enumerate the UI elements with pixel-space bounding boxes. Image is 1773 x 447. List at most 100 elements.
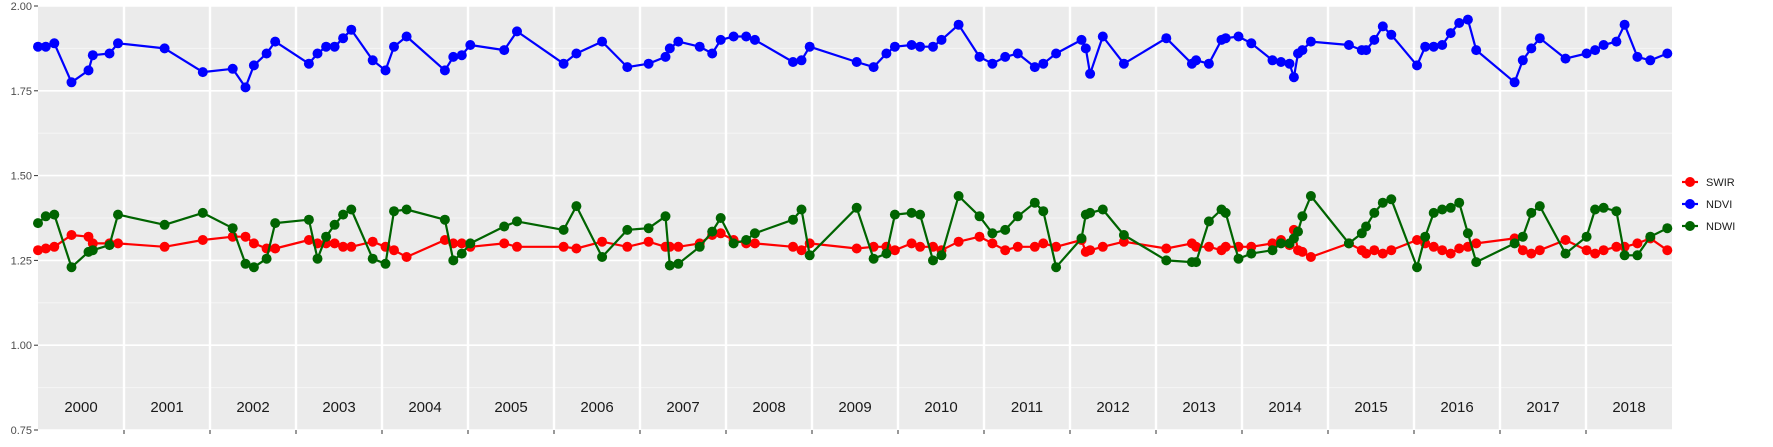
point-ndvi <box>660 51 671 62</box>
point-ndwi <box>104 240 115 251</box>
year-label: 2017 <box>1526 399 1559 416</box>
point-ndvi <box>1343 40 1354 50</box>
point-swir <box>1534 245 1545 256</box>
point-ndwi <box>1343 238 1354 249</box>
point-swir <box>1412 235 1422 245</box>
point-swir <box>329 238 340 249</box>
point-swir <box>1560 235 1571 245</box>
point-swir <box>597 236 608 247</box>
point-ndwi <box>694 241 705 252</box>
point-ndvi <box>448 51 459 62</box>
point-swir <box>987 238 998 249</box>
year-label: 2011 <box>1011 399 1043 416</box>
point-ndwi <box>643 223 654 234</box>
point-ndvi <box>1080 43 1091 54</box>
point-ndwi <box>465 238 476 249</box>
point-ndvi <box>851 57 862 67</box>
point-ndwi <box>439 214 450 225</box>
point-swir <box>1097 241 1108 252</box>
point-ndwi <box>1662 223 1673 234</box>
point-ndvi <box>312 48 323 59</box>
point-swir <box>796 245 807 256</box>
point-swir <box>49 241 60 252</box>
point-ndwi <box>1085 207 1096 218</box>
point-ndvi <box>597 36 608 47</box>
point-ndwi <box>788 214 798 225</box>
point-swir <box>1386 245 1397 256</box>
point-ndvi <box>749 34 760 45</box>
point-swir <box>1029 241 1040 252</box>
point-ndvi <box>338 33 349 44</box>
point-ndvi <box>1662 48 1673 59</box>
point-ndvi <box>953 19 964 30</box>
point-swir <box>673 241 684 252</box>
point-ndvi <box>889 41 900 52</box>
point-swir <box>1051 241 1062 252</box>
point-ndwi <box>197 207 208 218</box>
point-swir <box>1203 241 1214 252</box>
point-ndvi <box>113 38 123 49</box>
point-ndvi <box>33 41 43 52</box>
point-ndwi <box>558 224 569 235</box>
point-swir <box>270 243 281 254</box>
point-swir <box>1085 245 1096 256</box>
point-ndvi <box>248 60 259 71</box>
year-label: 2006 <box>580 399 613 416</box>
point-ndwi <box>851 202 862 213</box>
point-ndwi <box>248 262 259 273</box>
y-tick-label: 1.75 <box>11 86 32 98</box>
point-ndvi <box>1412 60 1422 71</box>
point-ndvi <box>159 43 170 54</box>
point-ndvi <box>558 58 569 69</box>
point-ndvi <box>1000 51 1011 62</box>
point-ndvi <box>1526 43 1537 54</box>
point-ndvi <box>1581 48 1592 59</box>
point-ndvi <box>1118 58 1129 69</box>
point-ndwi <box>1632 250 1643 261</box>
point-ndvi <box>1471 45 1482 56</box>
point-swir <box>1000 245 1011 256</box>
legend-label-ndwi: NDWI <box>1706 221 1735 233</box>
point-ndwi <box>380 258 391 269</box>
point-ndwi <box>40 211 51 222</box>
point-ndwi <box>728 238 739 249</box>
point-ndvi <box>906 40 917 50</box>
point-ndvi <box>40 41 51 52</box>
point-swir <box>248 238 259 249</box>
point-ndwi <box>240 258 251 269</box>
legend-key-ndvi <box>1685 199 1695 209</box>
point-swir <box>571 243 582 254</box>
point-swir <box>240 231 251 242</box>
point-ndwi <box>804 250 815 261</box>
year-label: 2007 <box>666 399 699 416</box>
point-ndwi <box>1233 253 1244 264</box>
point-ndvi <box>465 40 476 50</box>
point-swir <box>1161 243 1172 254</box>
point-swir <box>889 245 900 256</box>
series-layer <box>33 14 1673 273</box>
point-swir <box>906 238 917 249</box>
point-ndwi <box>159 219 170 230</box>
point-swir <box>338 241 349 252</box>
point-ndvi <box>1038 58 1049 69</box>
point-swir <box>33 245 43 256</box>
point-swir <box>401 252 412 262</box>
point-ndvi <box>788 57 798 67</box>
point-ndwi <box>1619 250 1630 261</box>
point-ndwi <box>1000 224 1011 235</box>
point-ndvi <box>1246 38 1257 49</box>
point-ndwi <box>401 204 412 215</box>
point-ndvi <box>664 43 675 54</box>
point-ndwi <box>1118 230 1129 240</box>
point-ndwi <box>456 248 467 259</box>
point-ndwi <box>1454 197 1465 208</box>
point-ndwi <box>261 253 272 264</box>
point-ndwi <box>1581 231 1592 242</box>
point-swir <box>1369 245 1380 256</box>
point-ndwi <box>1598 202 1609 213</box>
point-ndwi <box>673 258 684 269</box>
point-swir <box>1454 243 1465 254</box>
point-ndvi <box>1386 29 1397 40</box>
point-ndwi <box>1445 202 1456 213</box>
